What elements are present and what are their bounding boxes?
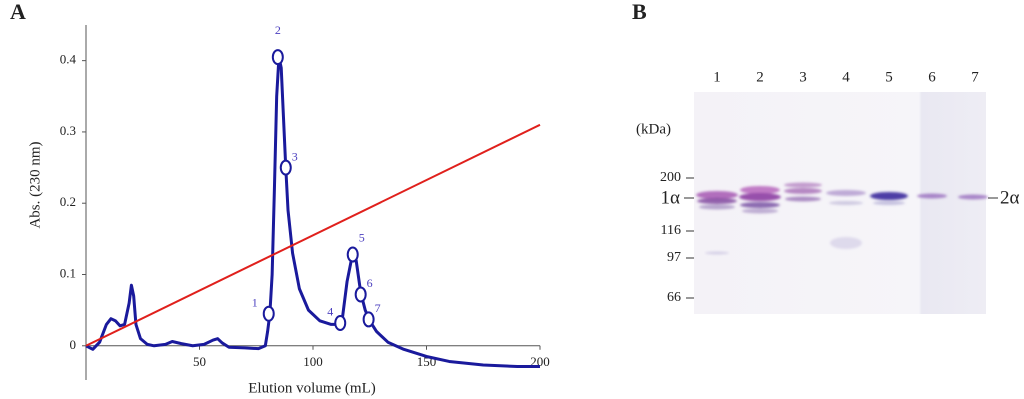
peak-marker bbox=[362, 311, 375, 328]
y-tick-label: 0.4 bbox=[60, 52, 77, 67]
gel-image bbox=[684, 92, 998, 314]
peak-marker bbox=[271, 49, 284, 66]
peak-marker bbox=[262, 305, 275, 322]
marker-label: 116 bbox=[661, 223, 681, 238]
x-tick-label: 100 bbox=[303, 354, 323, 369]
marker-label: 66 bbox=[667, 290, 681, 305]
x-tick-label: 50 bbox=[193, 354, 206, 369]
peak-marker bbox=[354, 286, 367, 303]
y-axis-label: Abs. (230 nm) bbox=[27, 141, 43, 228]
x-axis-label: Elution volume (mL) bbox=[248, 380, 375, 396]
peak-label: 5 bbox=[359, 230, 365, 244]
marker-label: 200 bbox=[660, 170, 681, 185]
band-label: 1α bbox=[661, 187, 681, 208]
y-tick-label: 0 bbox=[70, 337, 77, 352]
line-series bbox=[85, 123, 541, 347]
peak-label: 2 bbox=[275, 23, 281, 37]
peak-label: 3 bbox=[292, 149, 298, 163]
marker-label: 97 bbox=[667, 250, 681, 265]
unit-label: (kDa) bbox=[636, 121, 671, 137]
lane-label: 7 bbox=[971, 69, 979, 85]
lane-label: 5 bbox=[885, 69, 893, 85]
panel-label: A bbox=[10, 0, 26, 24]
lane-label: 3 bbox=[799, 69, 807, 85]
lane-label: 2 bbox=[756, 69, 764, 85]
peak-label: 1 bbox=[252, 295, 258, 309]
peak-marker bbox=[346, 246, 359, 263]
peak-label: 7 bbox=[375, 301, 381, 315]
peak-label: 4 bbox=[327, 305, 333, 319]
line-series bbox=[85, 55, 540, 368]
peak-marker bbox=[334, 314, 347, 331]
lane-label: 6 bbox=[928, 69, 936, 85]
y-tick-label: 0.2 bbox=[60, 194, 76, 209]
band-label: 2α bbox=[1000, 187, 1020, 208]
lane-label: 1 bbox=[713, 69, 721, 85]
lane-label: 4 bbox=[842, 69, 850, 85]
peak-label: 6 bbox=[367, 276, 373, 290]
y-tick-label: 0.3 bbox=[60, 123, 76, 138]
peak-marker bbox=[279, 159, 292, 176]
panel-label: B bbox=[632, 0, 647, 24]
y-tick-label: 0.1 bbox=[60, 265, 76, 280]
